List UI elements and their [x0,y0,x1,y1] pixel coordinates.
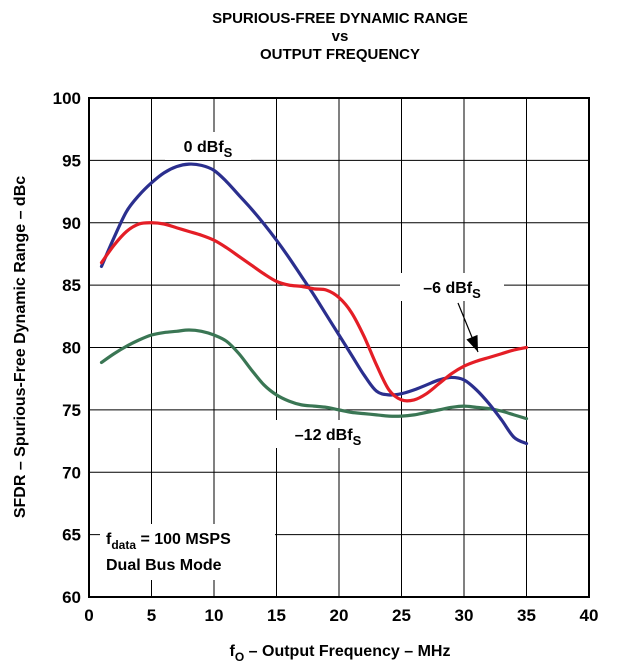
series-minus6dbfs-line [99,221,529,403]
y-axis-title: SFDR – Spurious-Free Dynamic Range – dBc [12,176,29,518]
x-tick-label: 25 [392,606,411,625]
plot-frame [88,97,590,598]
y-tick-label: 85 [62,276,81,295]
tick-labels: 0 5 10 15 20 25 30 35 40 60 65 70 75 80 85 90 95 100 [53,89,599,625]
x-tick-label: 35 [517,606,536,625]
x-tick-label: 40 [580,606,599,625]
annotation-mode: Dual Bus Mode [106,557,222,574]
x-tick-label: 5 [147,606,156,625]
y-tick-label: 65 [62,526,81,545]
annotation: fdata = 100 MSPS Dual Bus Mode [100,524,275,580]
x-axis-title: fO – Output Frequency – MHz [230,643,451,664]
x-tick-label: 30 [455,606,474,625]
series-layer [99,162,529,446]
series-label-0dbfs: 0 dBfS [184,139,233,160]
label-box [400,273,504,301]
arrow-head [466,334,478,352]
y-tick-label: 60 [62,588,81,607]
y-tick-label: 95 [62,151,81,170]
series-label-minus6dbfs: –6 dBfS [423,280,481,301]
x-tick-label: 20 [330,606,349,625]
grid [89,98,589,597]
y-tick-label: 80 [62,339,81,358]
x-tick-label: 10 [205,606,224,625]
title-line: OUTPUT FREQUENCY [260,46,420,63]
axis-titles: fO – Output Frequency – MHz SFDR – Spurio… [12,176,450,664]
title-line: SPURIOUS-FREE DYNAMIC RANGE [212,10,468,27]
y-tick-label: 100 [53,89,81,108]
series-labels: 0 dBfS –6 dBfS –12 dBfS [165,132,504,448]
label-box [272,420,384,448]
label-box [165,132,251,160]
annotation-box [100,524,275,580]
y-tick-label: 70 [62,463,81,482]
annotation-fdata: fdata = 100 MSPS [106,531,231,552]
y-tick-label: 90 [62,214,81,233]
series-label-minus12dbfs: –12 dBfS [295,427,362,448]
x-tick-label: 15 [267,606,286,625]
y-tick-label: 75 [62,401,81,420]
x-tick-label: 0 [84,606,93,625]
series-minus12dbfs-line [99,328,529,421]
title-line: vs [332,28,349,45]
series-0dbfs-line [99,162,529,446]
